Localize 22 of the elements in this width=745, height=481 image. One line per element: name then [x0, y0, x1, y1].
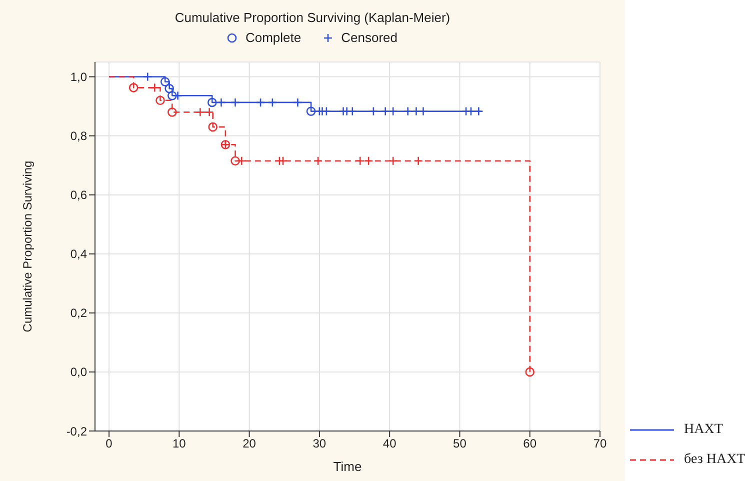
y-tick-label: 0,6	[70, 188, 88, 202]
legend-label: Complete	[244, 30, 302, 45]
x-tick-label: 20	[242, 436, 256, 451]
y-tick-label: 0,4	[70, 247, 88, 262]
chart-title: Cumulative Proportion Surviving (Kaplan-Meier)	[174, 10, 452, 25]
y-tick-label: -0,2	[66, 424, 88, 438]
y-axis-title: Cumulative Proportion Surviving	[20, 160, 34, 332]
x-tick-label: 0	[106, 436, 113, 451]
legend-label: Censored	[340, 30, 398, 45]
legend-label: без НАХТ	[683, 451, 745, 469]
x-tick-label: 10	[172, 436, 186, 451]
x-tick-label: 50	[453, 436, 467, 451]
x-tick-label: 70	[593, 436, 607, 451]
x-tick-label: 40	[382, 436, 397, 451]
y-tick-label: 0,8	[70, 129, 88, 144]
x-tick-label: 30	[312, 436, 326, 451]
x-tick-label: 60	[523, 436, 537, 451]
y-tick-label: 0,0	[70, 365, 88, 380]
x-axis-title: Time	[333, 459, 362, 474]
legend-label: НАХТ	[683, 421, 724, 439]
y-tick-label: 1,0	[70, 70, 88, 84]
y-tick-label: 0,2	[70, 306, 88, 320]
